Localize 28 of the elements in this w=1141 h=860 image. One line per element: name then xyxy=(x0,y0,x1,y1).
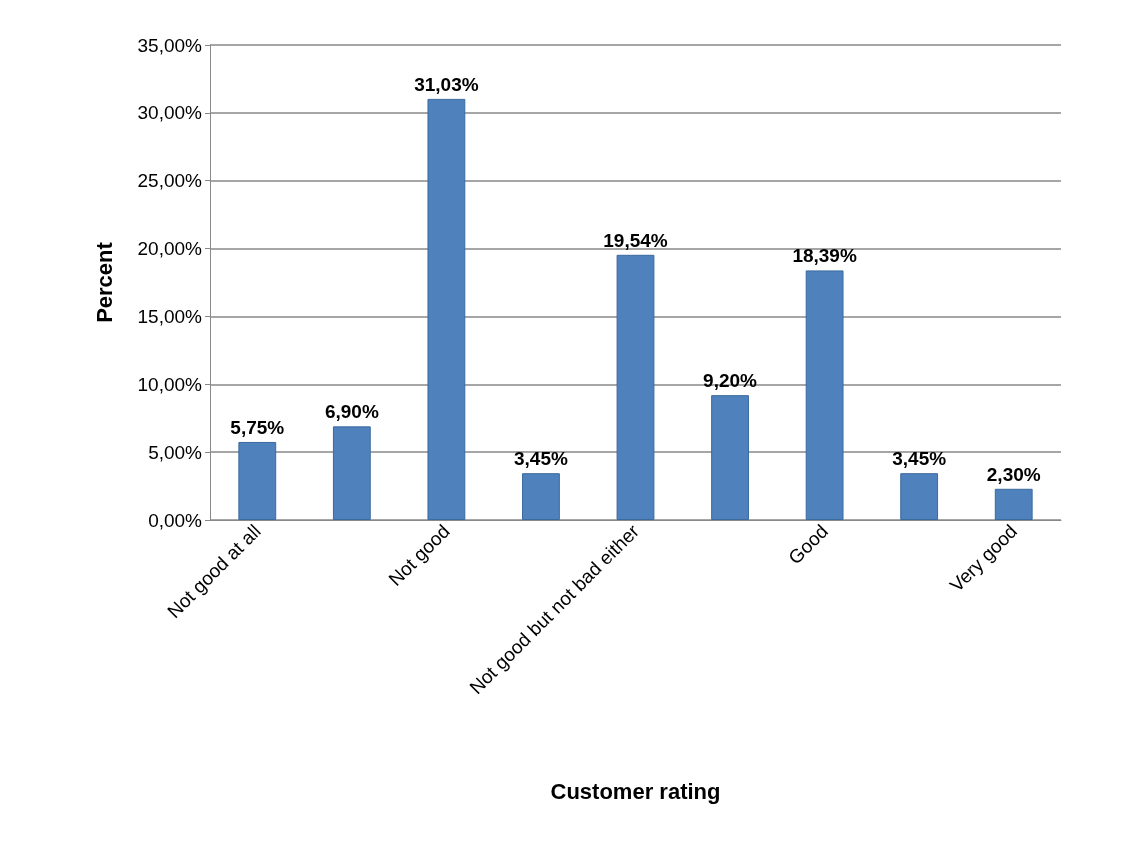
bar xyxy=(427,98,466,520)
data-label: 3,45% xyxy=(514,448,568,470)
y-tick-label: 35,00% xyxy=(137,34,203,56)
bar xyxy=(994,488,1033,520)
bar xyxy=(900,473,939,520)
data-label: 31,03% xyxy=(414,73,479,95)
bar xyxy=(711,395,749,520)
data-label: 5,75% xyxy=(230,416,285,438)
bar xyxy=(522,473,560,520)
data-label: 2,30% xyxy=(986,463,1041,485)
bar xyxy=(332,426,371,520)
data-label: 18,39% xyxy=(792,245,857,267)
y-tick-label: 5,00% xyxy=(148,441,203,463)
data-label: 3,45% xyxy=(892,448,947,470)
bar xyxy=(616,254,655,520)
y-tick-label: 0,00% xyxy=(148,509,203,531)
bar xyxy=(238,441,277,520)
y-axis-title: Percent xyxy=(91,241,117,323)
y-tick-label: 15,00% xyxy=(137,305,203,327)
data-label: 6,90% xyxy=(324,401,379,423)
y-tick-label: 20,00% xyxy=(137,238,203,260)
bar xyxy=(805,270,844,520)
data-label: 19,54% xyxy=(603,229,668,251)
data-label: 9,20% xyxy=(703,370,758,392)
y-tick-label: 30,00% xyxy=(137,102,203,124)
y-tick-label: 10,00% xyxy=(137,373,203,395)
y-tick-label: 25,00% xyxy=(137,170,203,192)
x-axis-title: Customer rating xyxy=(550,778,721,804)
